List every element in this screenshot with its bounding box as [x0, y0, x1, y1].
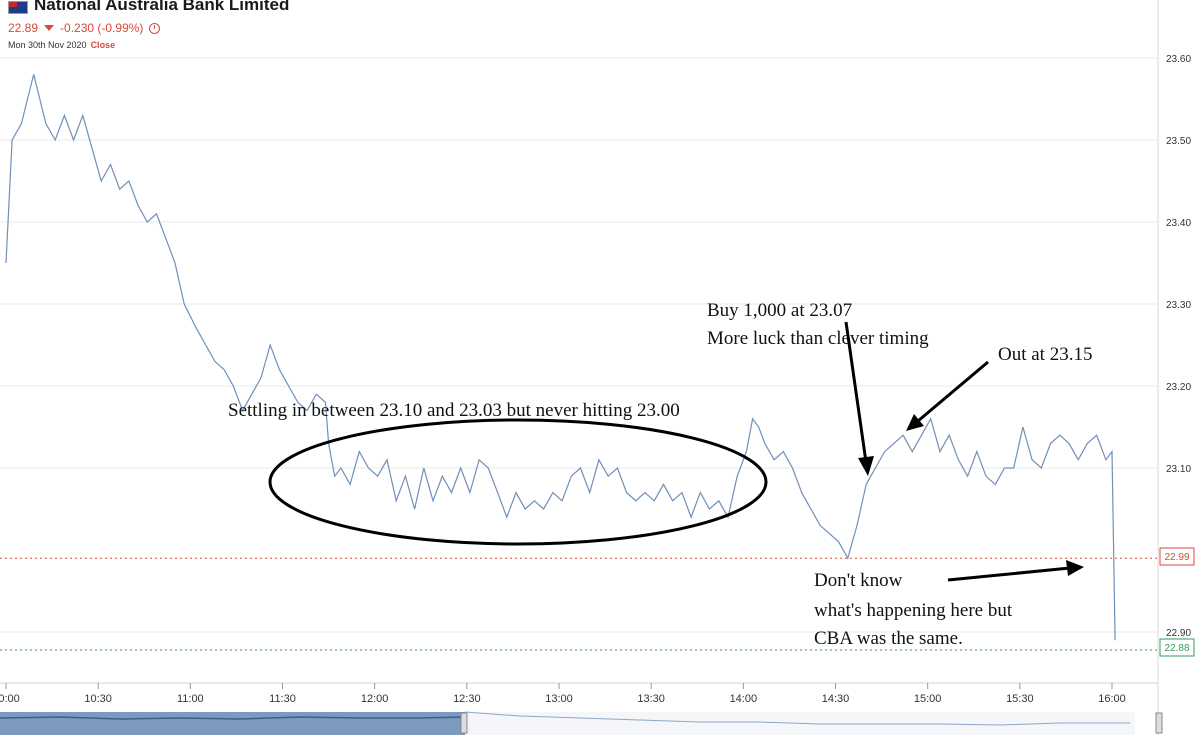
annotation-luck: More luck than clever timing — [707, 328, 929, 349]
x-tick-label: 13:00 — [545, 693, 573, 705]
annotation-whats-happening: what's happening here but — [814, 600, 1013, 621]
buy-arrow-line — [844, 321, 868, 463]
buy-arrow-head — [858, 456, 874, 476]
y-tick-label: 23.30 — [1166, 300, 1191, 311]
price-series-line — [5, 74, 1116, 641]
out-arrow-line — [917, 360, 989, 423]
navigator-handle-right — [1155, 712, 1163, 734]
market-status: Close — [90, 40, 116, 50]
x-tick-label: 11:30 — [269, 693, 296, 705]
annotation-settling: Settling in between 23.10 and 23.03 but … — [228, 400, 680, 421]
annotation-dont-know: Don't know — [814, 570, 903, 591]
y-tick-label: 23.60 — [1166, 54, 1191, 65]
x-tick-label: 12:00 — [361, 693, 389, 705]
chart-header: National Australia Bank Limited 22.89 -0… — [8, 0, 289, 50]
price-row: 22.89 -0.230 (-0.99%) — [8, 21, 289, 35]
x-tick-label: 15:00 — [914, 693, 942, 705]
x-tick-label: 11:00 — [177, 693, 204, 705]
y-tick-label: 23.50 — [1166, 136, 1191, 147]
drop-arrow-line — [947, 566, 1071, 582]
navigator-line-selected — [0, 716, 466, 720]
stock-title: National Australia Bank Limited — [34, 0, 290, 14]
last-price-badge-text: 22.88 — [1164, 643, 1189, 654]
annotations: Settling in between 23.10 and 23.03 but … — [228, 300, 1092, 649]
prev-close-badge — [1159, 547, 1195, 566]
y-tick-label: 23.10 — [1166, 464, 1191, 475]
chart-grid — [0, 0, 1159, 735]
navigator[interactable] — [0, 711, 1163, 735]
x-tick-label: 12:30 — [453, 693, 481, 705]
last-price: 22.89 — [8, 21, 39, 35]
clock-icon — [149, 22, 161, 34]
x-tick-label: 15:30 — [1006, 693, 1034, 705]
range-ellipse — [268, 418, 768, 546]
annotation-buy: Buy 1,000 at 23.07 — [707, 300, 852, 321]
x-tick-label: 13:30 — [637, 693, 665, 705]
prev-close-badge-text: 22.99 — [1164, 552, 1189, 563]
navigator-handle-left — [460, 712, 468, 734]
price-badges: 22.99 22.88 — [1159, 547, 1195, 657]
x-axis: 10:00 10:30 11:00 11:30 12:00 12:30 13:00 13:30… — [0, 683, 1126, 705]
x-tick-label: 14:00 — [730, 693, 758, 705]
reference-lines — [0, 557, 1158, 651]
y-axis: 22.90 23.10 23.20 23.30 23.40 23.50 23.60 — [1166, 54, 1191, 639]
drop-arrow-head — [1066, 560, 1084, 576]
out-arrow-head — [906, 414, 924, 431]
date-row: Mon 30th Nov 2020 Close — [8, 40, 289, 50]
navigator-line — [464, 711, 1130, 726]
x-tick-label: 10:00 — [0, 693, 20, 705]
down-arrow-icon — [44, 25, 55, 31]
trade-date: Mon 30th Nov 2020 — [8, 40, 87, 50]
y-tick-label: 22.90 — [1166, 628, 1191, 639]
y-tick-label: 23.20 — [1166, 382, 1191, 393]
x-tick-label: 10:30 — [84, 693, 112, 705]
annotation-cba: CBA was the same. — [814, 628, 963, 649]
navigator-selected-area — [0, 712, 465, 735]
last-price-badge — [1159, 638, 1195, 657]
x-tick-label: 16:00 — [1098, 693, 1126, 705]
x-tick-label: 14:30 — [822, 693, 850, 705]
price-change: -0.230 (-0.99%) — [60, 21, 144, 35]
y-tick-label: 23.40 — [1166, 218, 1191, 229]
annotation-out: Out at 23.15 — [998, 344, 1092, 365]
australia-flag-icon — [8, 0, 28, 14]
